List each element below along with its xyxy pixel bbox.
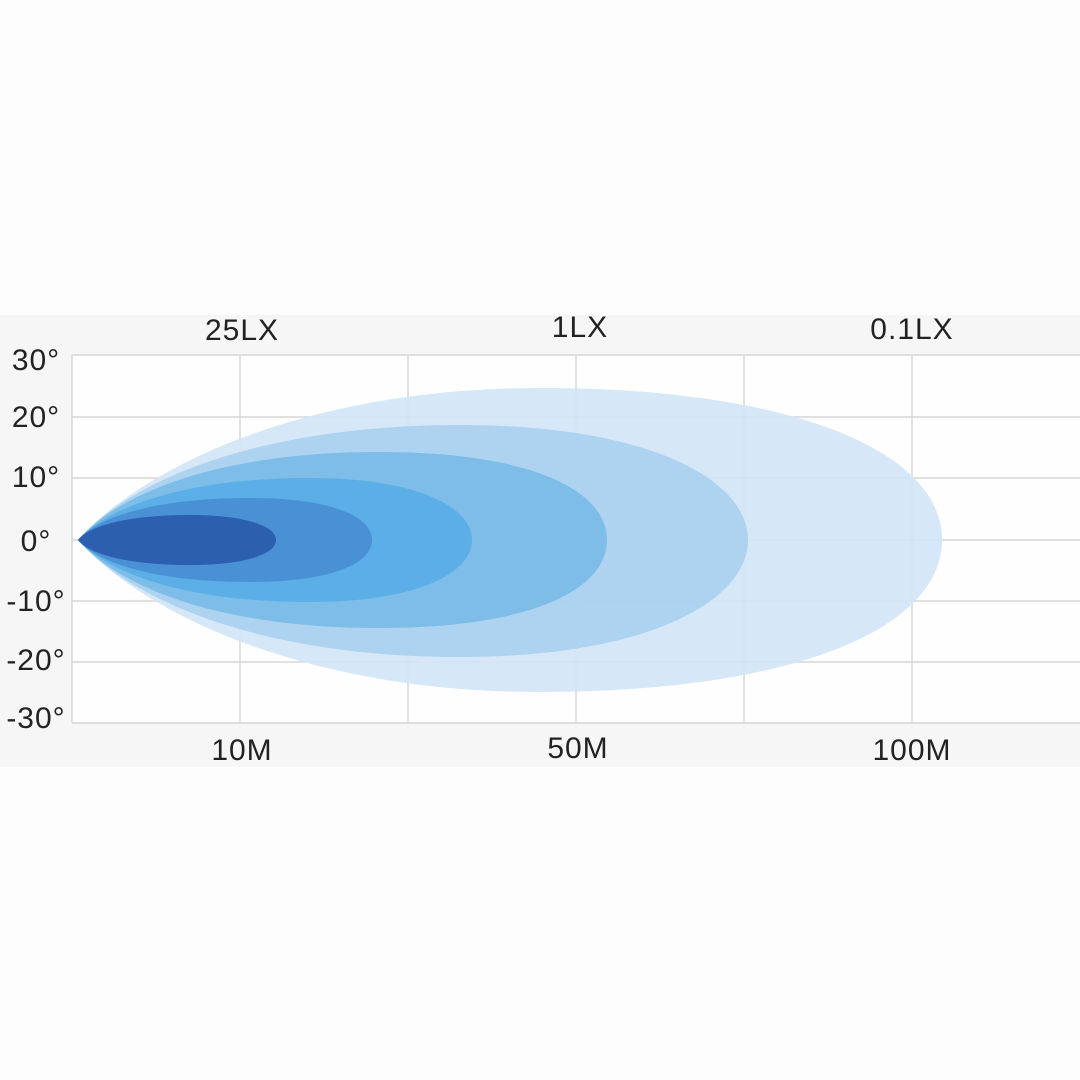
angle-label: 0°: [21, 525, 52, 558]
angle-label: -10°: [6, 585, 65, 618]
angle-label: -30°: [6, 702, 65, 735]
distance-label: 10M: [211, 734, 272, 767]
angle-label: 30°: [12, 344, 60, 377]
beam-zone: [78, 515, 276, 565]
distance-label: 50M: [547, 732, 608, 765]
illuminance-label: 1LX: [552, 311, 608, 344]
illuminance-label: 0.1LX: [870, 313, 953, 346]
angle-label: 10°: [12, 461, 60, 494]
distance-label: 100M: [872, 734, 951, 767]
illuminance-label: 25LX: [205, 314, 279, 347]
beam-zones: [78, 388, 942, 692]
angle-label: 20°: [12, 401, 60, 434]
angle-label: -20°: [6, 644, 65, 677]
bottom-labels: 10M 50M 100M: [211, 732, 951, 767]
y-labels: 30° 20° 10° 0° -10° -20° -30°: [6, 344, 65, 735]
top-labels: 25LX 1LX 0.1LX: [205, 311, 953, 347]
